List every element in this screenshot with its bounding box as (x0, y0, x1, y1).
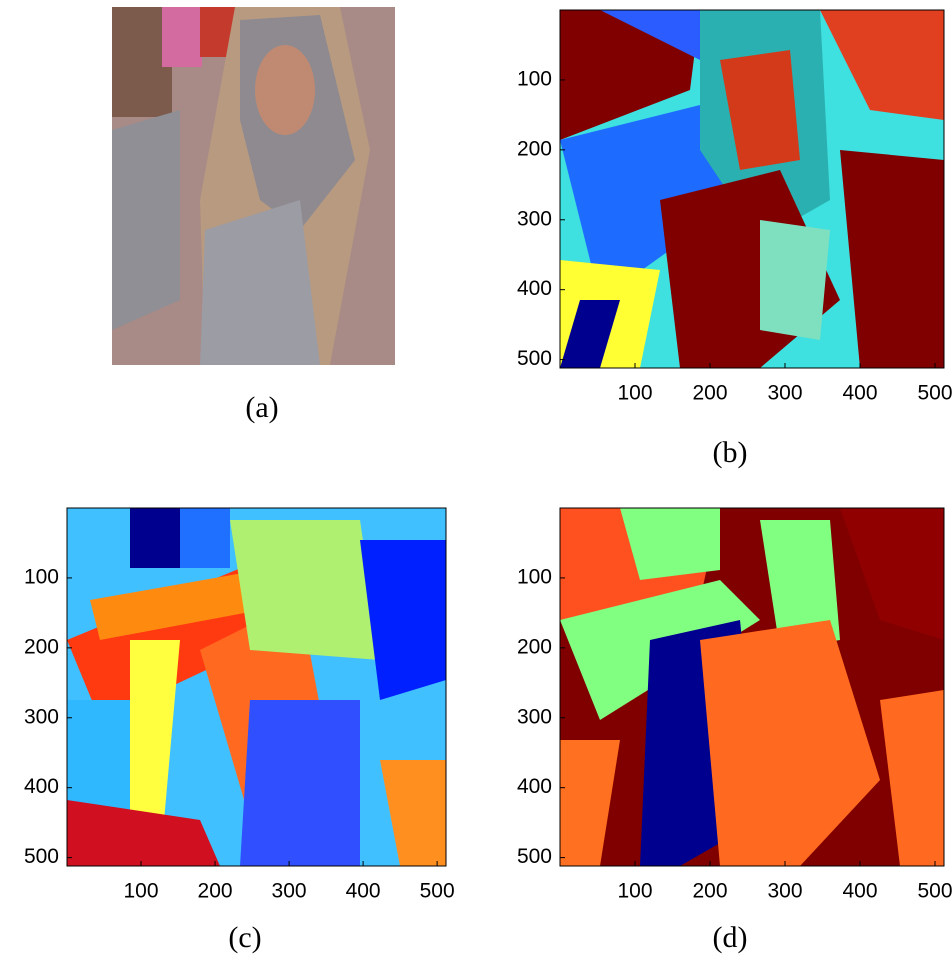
y-tick-label: 400 (24, 775, 59, 798)
y-tick-label: 200 (517, 635, 552, 658)
y-tick-label: 400 (517, 775, 552, 798)
y-tick-label: 300 (517, 207, 552, 230)
x-tick-label: 500 (420, 880, 455, 903)
y-tick-label: 300 (24, 705, 59, 728)
segmentation-map (560, 10, 944, 368)
panel-caption: (b) (713, 436, 748, 469)
y-tick-label: 500 (517, 347, 552, 370)
segmentation-map (560, 508, 944, 866)
x-tick-label: 200 (198, 880, 233, 903)
panel-caption: (a) (245, 391, 278, 424)
x-tick-label: 300 (767, 880, 802, 903)
figure: (a) (b) 100 200 300 400 500 100 200 300 400 500 (c) 1… (0, 0, 952, 973)
x-tick-label: 300 (272, 880, 307, 903)
x-tick-label: 400 (842, 880, 877, 903)
x-tick-label: 300 (767, 382, 802, 405)
y-tick-label: 100 (24, 565, 59, 588)
x-tick-label: 100 (617, 880, 652, 903)
y-tick-label: 500 (24, 845, 59, 868)
x-tick-label: 200 (692, 382, 727, 405)
x-tick-label: 400 (842, 382, 877, 405)
y-tick-label: 100 (517, 67, 552, 90)
x-tick-label: 100 (124, 880, 159, 903)
x-tick-label: 500 (917, 880, 952, 903)
photo (112, 7, 395, 365)
y-tick-label: 200 (24, 635, 59, 658)
x-tick-label: 400 (346, 880, 381, 903)
y-tick-label: 500 (517, 845, 552, 868)
y-tick-label: 300 (517, 705, 552, 728)
y-tick-label: 200 (517, 137, 552, 160)
x-tick-label: 200 (692, 880, 727, 903)
x-tick-label: 100 (617, 382, 652, 405)
y-tick-label: 100 (517, 565, 552, 588)
x-tick-label: 500 (917, 382, 952, 405)
y-tick-label: 400 (517, 277, 552, 300)
segmentation-map (67, 508, 446, 866)
panel-caption: (c) (228, 921, 261, 954)
panel-caption: (d) (713, 921, 748, 954)
